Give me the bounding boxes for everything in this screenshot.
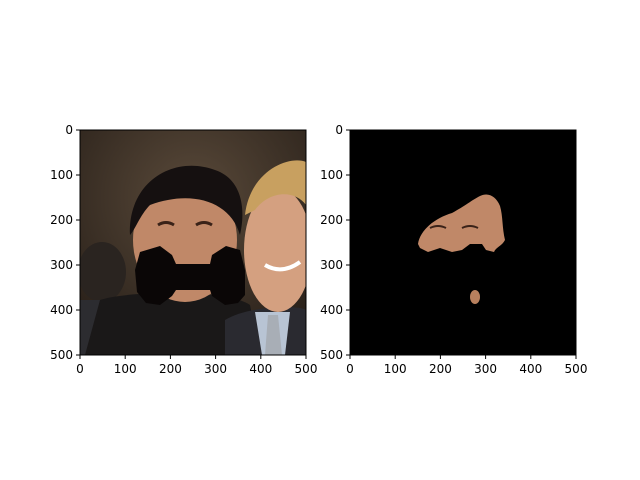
segmented-face-region [418,194,505,252]
left-ytick-label: 0 [65,123,73,137]
right-man-face [244,188,306,312]
left-xtick-label: 100 [114,362,137,376]
left-ytick-label: 200 [50,213,73,227]
right-xtick-label: 100 [384,362,407,376]
left-man-hair [129,165,243,235]
left-ytick-label: 100 [50,168,73,182]
left-image-panel [80,130,306,355]
left-ytick-label: 300 [50,258,73,272]
left-ytick-label: 500 [50,348,73,362]
right-xtick-label: 200 [429,362,452,376]
left-man-right-eye [195,221,213,227]
right-man-smile [263,260,302,272]
right-man-tie [265,315,282,355]
left-xtick-label: 500 [295,362,318,376]
left-xtick-label: 0 [76,362,84,376]
right-xtick-label: 400 [519,362,542,376]
segmented-left-eye [429,225,447,229]
right-ytick-label: 0 [335,123,343,137]
left-man-left-eye [157,221,175,227]
right-xtick-label: 0 [346,362,354,376]
right-ytick-label: 400 [320,303,343,317]
right-ytick-label: 200 [320,213,343,227]
segmented-right-eye [461,225,479,229]
right-xtick-label: 500 [565,362,588,376]
left-xtick-label: 200 [159,362,182,376]
right-image-panel [350,130,576,355]
background-person-head [80,242,126,302]
left-ytick-label: 400 [50,303,73,317]
right-axes-frame [349,129,577,356]
bow-tie-mask [135,246,245,305]
isolated-blob [470,290,480,304]
left-axes-frame [79,129,307,356]
right-man-hair [245,160,306,215]
left-man-jacket [85,293,260,355]
right-ytick-label: 300 [320,258,343,272]
left-xtick-label: 300 [204,362,227,376]
right-ytick-label: 100 [320,168,343,182]
left-xtick-label: 400 [249,362,272,376]
right-xtick-label: 300 [474,362,497,376]
right-ytick-label: 500 [320,348,343,362]
